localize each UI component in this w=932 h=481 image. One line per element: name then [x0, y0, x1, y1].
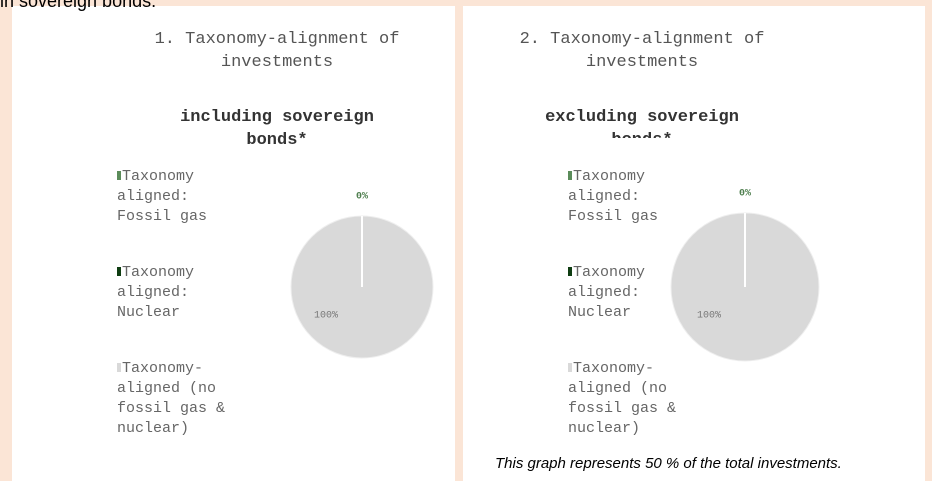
legend-label: Taxonomy aligned: Fossil gas [117, 168, 208, 225]
legend-label: Taxonomy-aligned (no fossil gas & nuclea… [568, 360, 677, 437]
data-label: 0% [739, 189, 751, 200]
pie-chart: 0% 100% [290, 192, 434, 359]
footnote: This graph represents 50 % of the total … [495, 455, 842, 472]
legend-label: Taxonomy aligned: Fossil gas [568, 168, 659, 225]
chart-subtitle: including sovereign bonds* [180, 108, 374, 150]
panel: 2. Taxonomy-alignment of investments excl… [463, 6, 925, 481]
legend-item: Taxonomy-aligned (no fossil gas & nuclea… [117, 359, 241, 439]
legend-swatch [568, 171, 572, 180]
legend-swatch [568, 363, 572, 372]
data-label: 100% [314, 311, 338, 322]
legend-swatch [117, 267, 121, 276]
pie-chart: 0% 100% [670, 189, 820, 362]
legend-item: Taxonomy-aligned (no fossil gas & nuclea… [568, 359, 692, 439]
legend-label: Taxonomy aligned: Nuclear [117, 264, 195, 321]
legend-label: Taxonomy aligned: Nuclear [568, 264, 646, 321]
legend-swatch [117, 363, 121, 372]
data-label: 100% [697, 311, 721, 322]
panel: 1. Taxonomy-alignment of investments incl… [12, 6, 455, 481]
legend-item: Taxonomy aligned: Nuclear [117, 263, 241, 323]
legend-item: Taxonomy aligned: Fossil gas [568, 167, 692, 227]
legend-swatch [117, 171, 121, 180]
chart-title: 2. Taxonomy-alignment of investments [519, 30, 765, 72]
header-text: in sovereign bonds. [0, 0, 157, 11]
chart-subtitle: excluding sovereign bonds* [545, 108, 739, 138]
data-label: 0% [356, 192, 368, 203]
legend-item: Taxonomy aligned: Fossil gas [117, 167, 241, 227]
legend-item: Taxonomy aligned: Nuclear [568, 263, 692, 323]
legend-label: Taxonomy-aligned (no fossil gas & nuclea… [117, 360, 226, 437]
chart-title: 1. Taxonomy-alignment of investments [154, 30, 400, 72]
legend-swatch [568, 267, 572, 276]
